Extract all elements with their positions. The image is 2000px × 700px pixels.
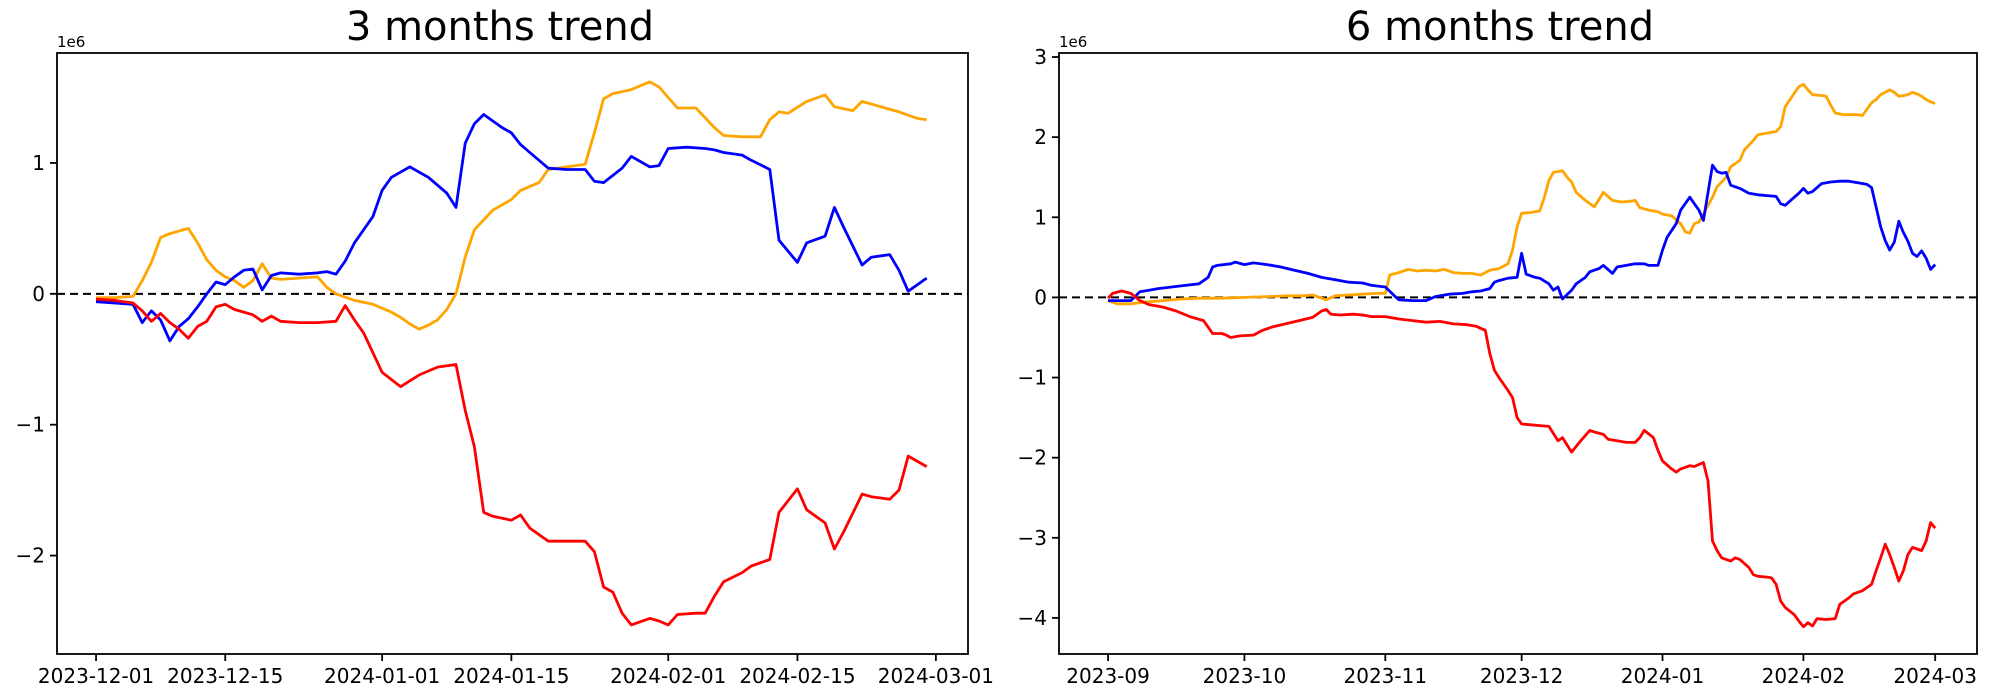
x-tick-label: 2024-02 xyxy=(1762,664,1846,688)
blue-series-line xyxy=(1108,163,1937,303)
chart-6-months-plot: 2023-09 2023-10 2023-11 2023-12 2024-01 2024-… xyxy=(1018,33,1978,688)
x-tick-label: 2024-03 xyxy=(1893,664,1977,688)
orange-series-line xyxy=(96,80,927,331)
x-tick-label: 2024-01-15 xyxy=(453,664,569,688)
axis-scale-offset-text: 1e6 xyxy=(1059,33,1087,51)
y-tick-label: 2 xyxy=(1034,125,1047,149)
y-tick-label: 3 xyxy=(1034,45,1047,69)
y-tick-label: 1 xyxy=(1034,205,1047,229)
y-tick-label: 0 xyxy=(1034,285,1047,309)
x-tick-label: 2023-11 xyxy=(1344,664,1428,688)
y-tick-label: −1 xyxy=(1018,366,1047,390)
x-tick-label: 2024-02-15 xyxy=(739,664,855,688)
y-tick-label: −2 xyxy=(1018,446,1047,470)
axes-spines xyxy=(56,52,969,655)
orange-series-line xyxy=(1107,82,1936,306)
y-tick-label: −1 xyxy=(16,413,45,437)
x-tick-label: 2023-12-01 xyxy=(38,664,154,688)
y-tick-label: 1 xyxy=(32,151,45,175)
x-tick-label: 2023-10 xyxy=(1203,664,1287,688)
chart-3-months-plot: 2023-12-01 2023-12-15 2024-01-01 2024-01-15… xyxy=(16,33,994,688)
chart-title: 3 months trend xyxy=(345,4,655,50)
x-tick-label: 2024-01 xyxy=(1621,664,1705,688)
chart-6-months-trend: 6 months trend 2023-09 2023-10 2023-11 2023… xyxy=(1000,0,2000,700)
axis-scale-offset-text: 1e6 xyxy=(57,33,85,51)
chart-3-months-trend: 3 months trend 2023-12-01 2023-12-15 2024-… xyxy=(16,4,994,688)
y-tick-label: −2 xyxy=(16,544,45,568)
x-tick-label: 2023-12 xyxy=(1480,664,1564,688)
x-tick-label: 2024-01-01 xyxy=(324,664,440,688)
red-series-line xyxy=(1107,289,1937,629)
x-tick-label: 2023-09 xyxy=(1066,664,1150,688)
red-series-line xyxy=(95,297,928,627)
x-tick-label: 2024-03-01 xyxy=(878,664,994,688)
axes-spines xyxy=(1058,52,1978,655)
chart-title: 6 months trend xyxy=(1345,4,1655,50)
blue-series-line xyxy=(95,113,928,343)
x-tick-label: 2024-02-01 xyxy=(610,664,726,688)
x-tick-label: 2023-12-15 xyxy=(167,664,283,688)
y-tick-label: −4 xyxy=(1018,606,1047,630)
y-tick-label: −3 xyxy=(1018,526,1047,550)
y-tick-label: 0 xyxy=(32,282,45,306)
